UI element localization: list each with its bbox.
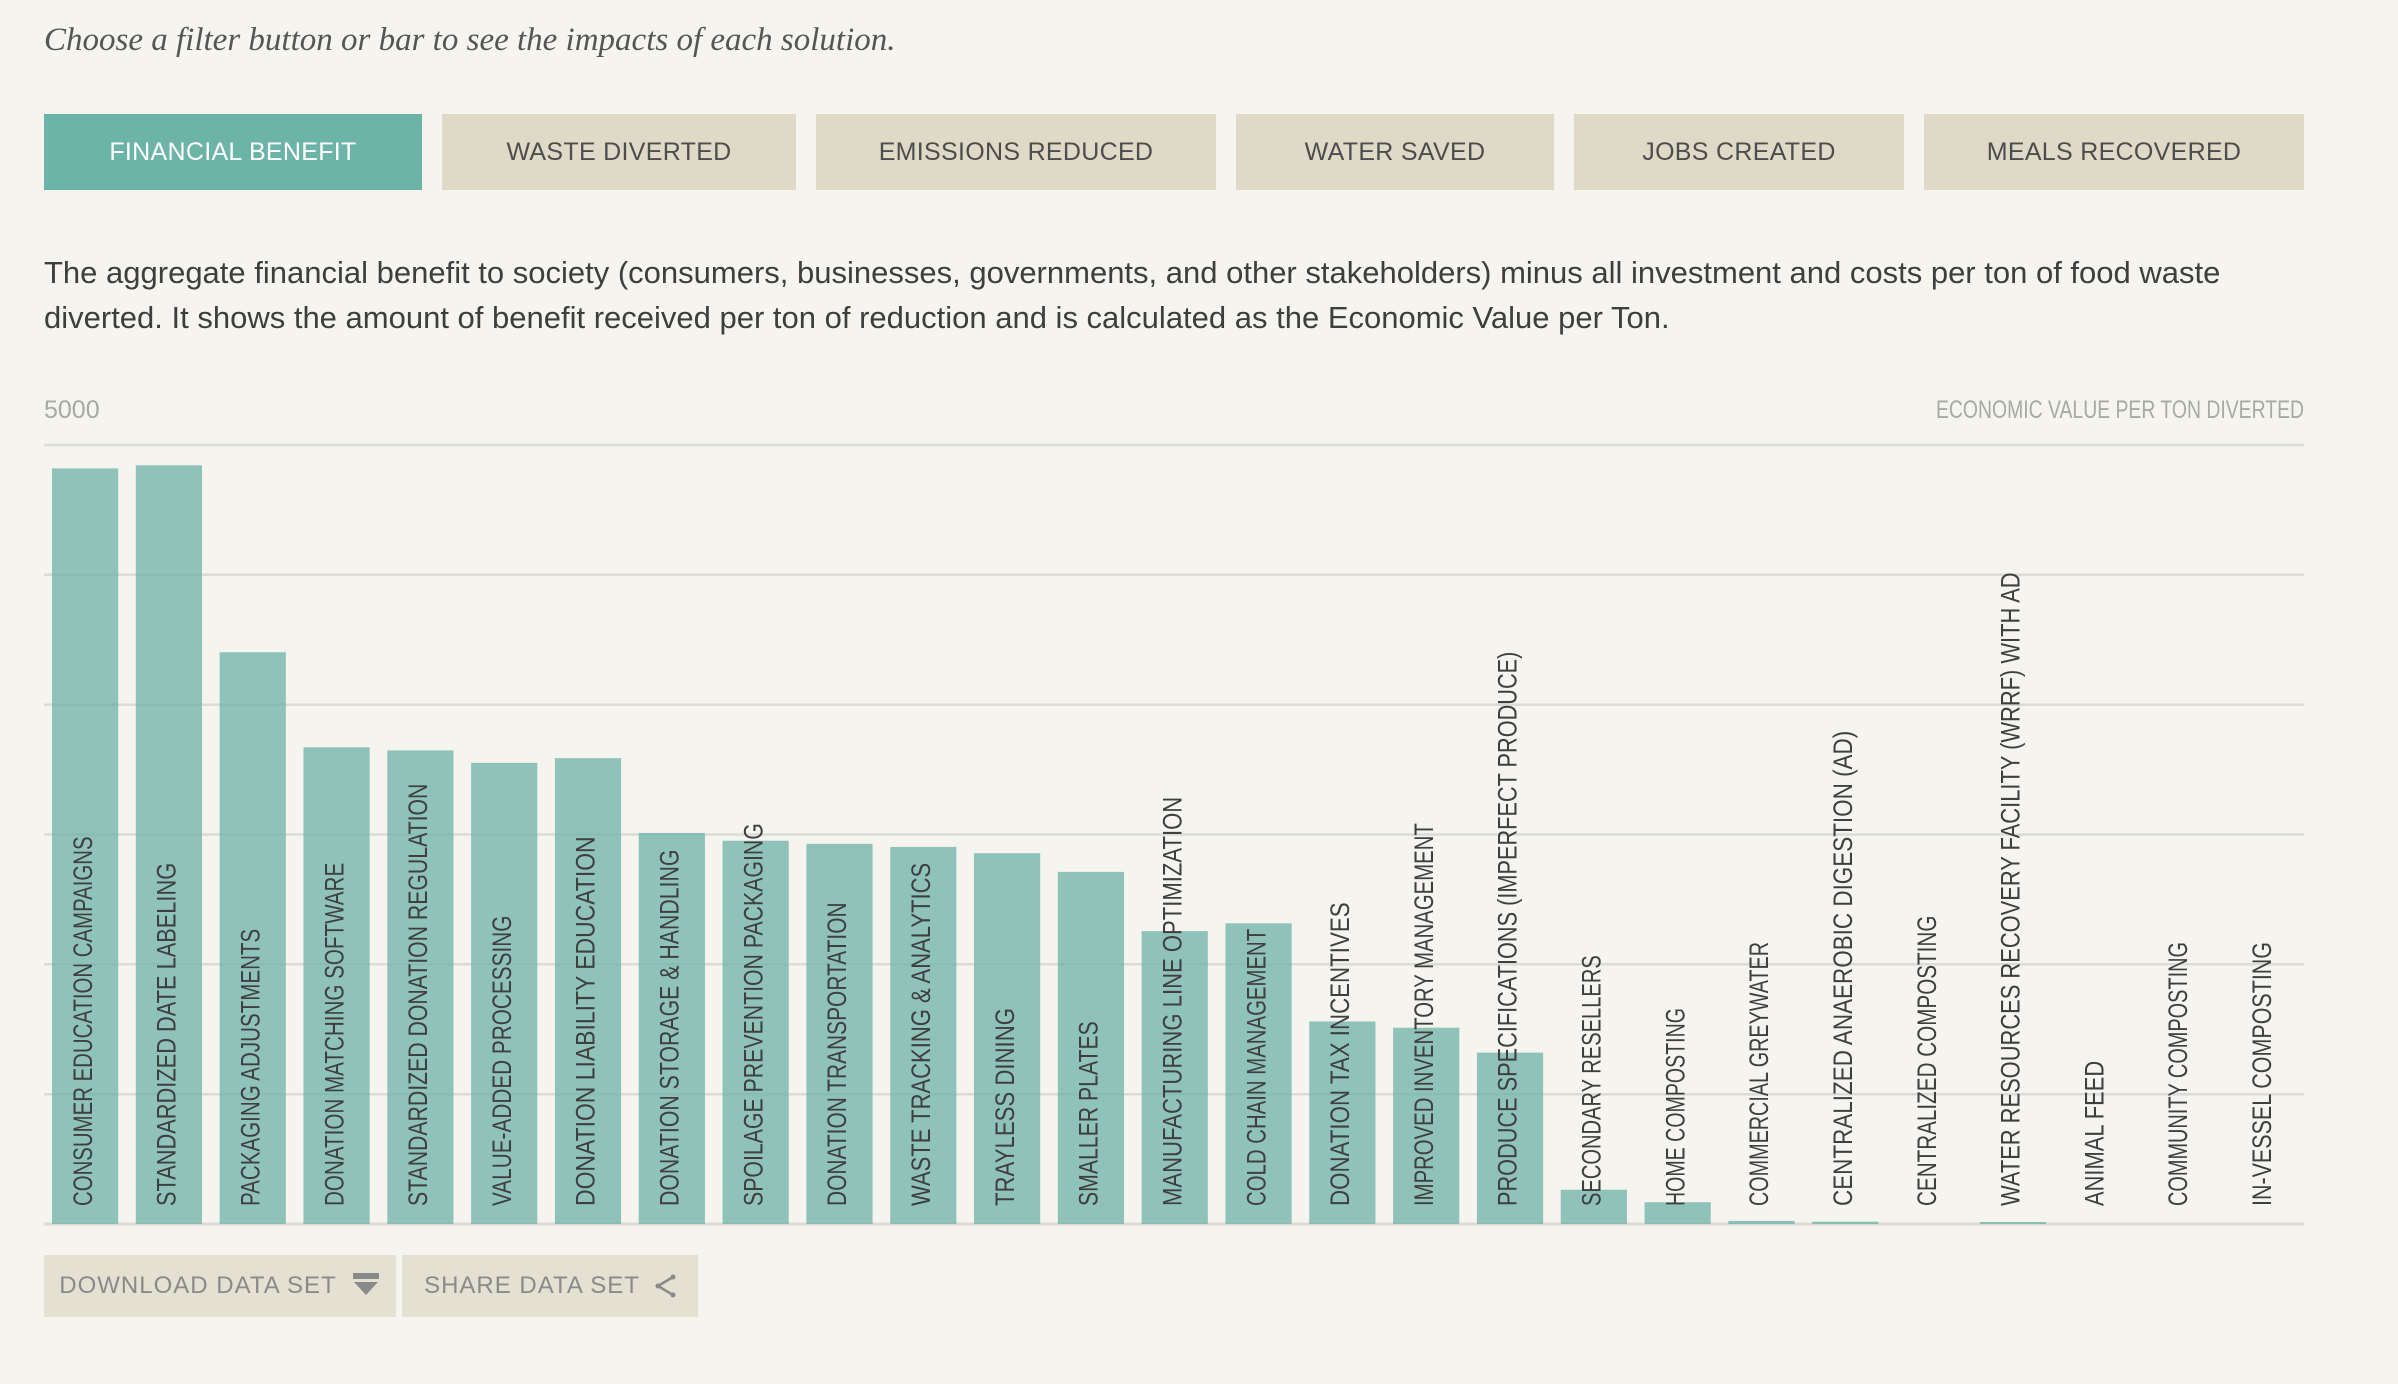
- bar[interactable]: [1728, 1220, 1795, 1224]
- bar[interactable]: [1225, 923, 1292, 1224]
- filter-waste-diverted-button[interactable]: WASTE DIVERTED: [442, 114, 796, 190]
- filter-meals-recovered-button[interactable]: MEALS RECOVERED: [1924, 114, 2304, 190]
- bar[interactable]: [471, 762, 538, 1224]
- share-data-set-button[interactable]: SHARE DATA SET: [402, 1255, 698, 1317]
- share-label: SHARE DATA SET: [424, 1272, 640, 1299]
- y-max-label: 5000: [44, 396, 100, 424]
- y-axis-title: ECONOMIC VALUE PER TON DIVERTED: [1936, 396, 2304, 424]
- bar-category-label[interactable]: DONATION LIABILITY EDUCATION: [571, 836, 601, 1206]
- bar-category-label[interactable]: VALUE-ADDED PROCESSING: [487, 916, 517, 1206]
- bar-category-label[interactable]: MANUFACTURING LINE OPTIMIZATION: [1157, 797, 1187, 1206]
- bar-category-label[interactable]: CENTRALIZED ANAEROBIC DIGESTION (AD): [1828, 731, 1858, 1206]
- metric-description: The aggregate financial benefit to socie…: [44, 255, 2221, 335]
- bar-category-label[interactable]: STANDARDIZED DATE LABELING: [152, 863, 182, 1206]
- bar[interactable]: [1309, 1021, 1376, 1224]
- bar[interactable]: [1476, 1052, 1544, 1224]
- bar-category-label[interactable]: SECONDARY RESELLERS: [1577, 955, 1607, 1206]
- bar-category-label[interactable]: DONATION MATCHING SOFTWARE: [319, 863, 349, 1206]
- filter-emissions-reduced-button[interactable]: EMISSIONS REDUCED: [816, 114, 1216, 190]
- bar-category-label[interactable]: TRAYLESS DINING: [990, 1008, 1020, 1206]
- bar-category-label[interactable]: SPOILAGE PREVENTION PACKAGING: [738, 823, 768, 1206]
- bar[interactable]: [1393, 1027, 1460, 1224]
- bar-category-label[interactable]: PACKAGING ADJUSTMENTS: [235, 929, 265, 1206]
- bar-category-label[interactable]: ANIMAL FEED: [2079, 1061, 2109, 1206]
- bar-category-label[interactable]: COLD CHAIN MANAGEMENT: [1241, 929, 1271, 1206]
- bar[interactable]: [890, 846, 957, 1224]
- bar[interactable]: [1057, 871, 1125, 1224]
- bar-category-label[interactable]: COMMUNITY COMPOSTING: [2163, 942, 2193, 1206]
- bar-category-label[interactable]: WATER RESOURCES RECOVERY FACILITY (WRRF)…: [1996, 572, 2026, 1206]
- share-icon: [654, 1274, 676, 1298]
- bar[interactable]: [554, 758, 622, 1224]
- bar-category-label[interactable]: PRODUCE SPECIFICATIONS (IMPERFECT PRODUC…: [1493, 652, 1523, 1206]
- bar-category-label[interactable]: WASTE TRACKING & ANALYTICS: [906, 863, 936, 1206]
- download-icon: [351, 1273, 381, 1299]
- bar[interactable]: [722, 840, 789, 1224]
- bar-category-label[interactable]: HOME COMPOSTING: [1660, 1008, 1690, 1206]
- filter-water-saved-button[interactable]: WATER SAVED: [1236, 114, 1554, 190]
- bar-category-label[interactable]: CONSUMER EDUCATION CAMPAIGNS: [68, 836, 98, 1206]
- bar[interactable]: [638, 832, 705, 1224]
- bar[interactable]: [806, 843, 873, 1224]
- bar-category-label[interactable]: STANDARDIZED DONATION REGULATION: [403, 784, 433, 1206]
- bar[interactable]: [303, 747, 370, 1224]
- filter-financial-benefit-button[interactable]: FINANCIAL BENEFIT: [44, 114, 422, 190]
- filter-jobs-created-button[interactable]: JOBS CREATED: [1574, 114, 1904, 190]
- bar[interactable]: [1644, 1202, 1711, 1224]
- bar[interactable]: [1812, 1221, 1879, 1224]
- intro-text: Choose a filter button or bar to see the…: [44, 22, 896, 58]
- bar[interactable]: [387, 750, 454, 1224]
- download-data-set-button[interactable]: DOWNLOAD DATA SET: [44, 1255, 396, 1317]
- bar[interactable]: [219, 652, 286, 1224]
- bar[interactable]: [1979, 1222, 2047, 1224]
- bar-category-label[interactable]: DONATION TRANSPORTATION: [822, 902, 852, 1206]
- bar-category-label[interactable]: DONATION TAX INCENTIVES: [1325, 902, 1355, 1206]
- bar[interactable]: [52, 468, 119, 1224]
- bar[interactable]: [1560, 1189, 1627, 1224]
- bar[interactable]: [1141, 931, 1208, 1224]
- bar-category-label[interactable]: IMPROVED INVENTORY MANAGEMENT: [1409, 823, 1439, 1206]
- bar-chart: 5000 ECONOMIC VALUE PER TON DIVERTED CONSU…: [44, 396, 2304, 1226]
- bar-category-label[interactable]: DONATION STORAGE & HANDLING: [655, 850, 685, 1206]
- bar-category-label[interactable]: SMALLER PLATES: [1074, 1021, 1104, 1206]
- bar-category-label[interactable]: COMMERCIAL GREYWATER: [1744, 942, 1774, 1206]
- bar-category-label[interactable]: CENTRALIZED COMPOSTING: [1912, 916, 1942, 1206]
- download-label: DOWNLOAD DATA SET: [59, 1272, 337, 1299]
- bar[interactable]: [973, 853, 1041, 1224]
- bar-category-label[interactable]: IN-VESSEL COMPOSTING: [2247, 942, 2277, 1206]
- bar[interactable]: [135, 465, 203, 1224]
